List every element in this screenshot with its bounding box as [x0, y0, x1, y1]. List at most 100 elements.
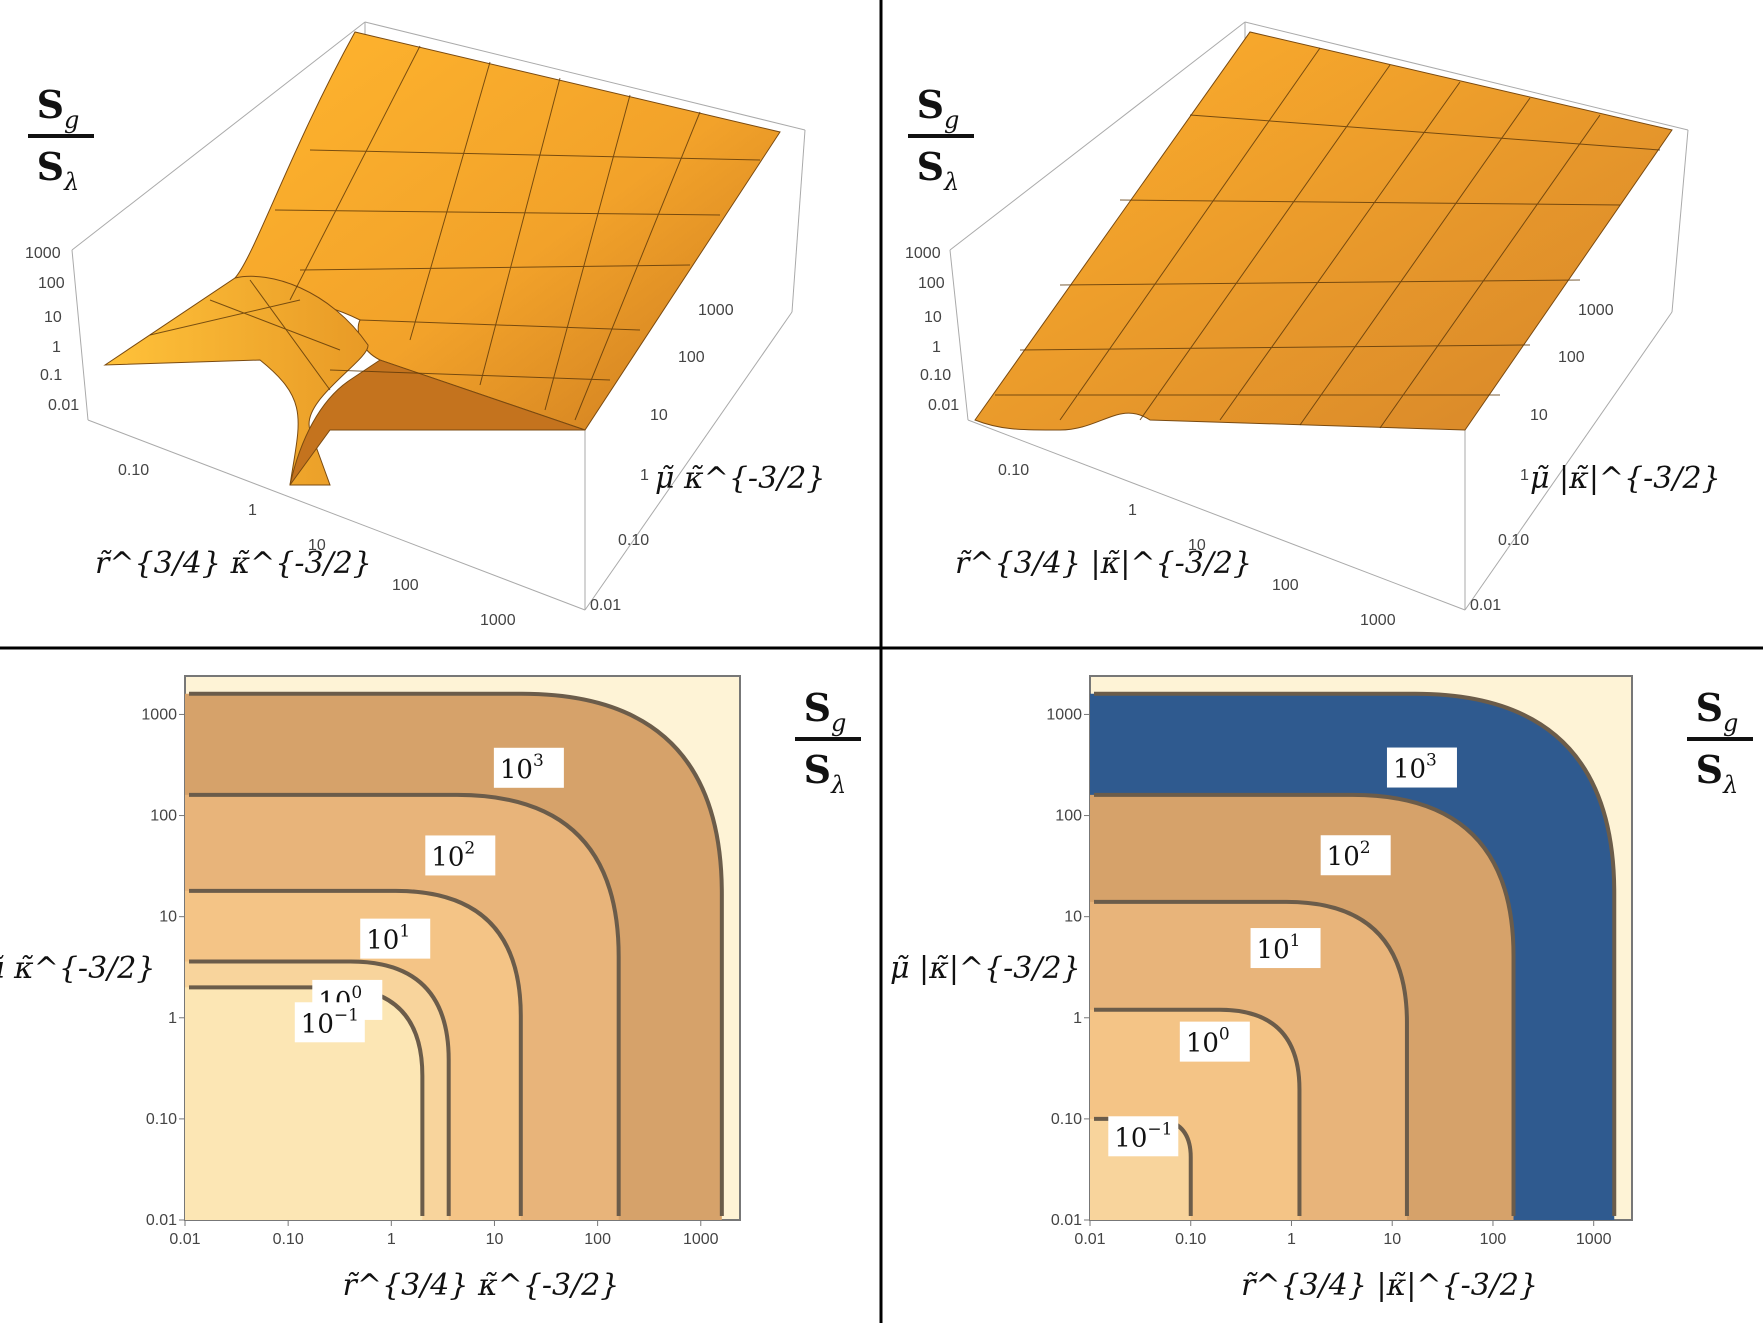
- contour-line: [189, 792, 621, 1216]
- surface-sheet: [974, 31, 1673, 431]
- y-tick-label: 10: [650, 407, 668, 424]
- z-tick-labels: 0.01 0.10 1 10 100 1000: [905, 245, 959, 414]
- surface-mesh: [149, 45, 761, 421]
- y-tick-label: 100: [150, 808, 177, 825]
- y-tick-label: 1000: [698, 302, 734, 319]
- y-tick-label: 100: [1055, 808, 1082, 825]
- bounding-box: [949, 21, 1689, 611]
- y-tick-label: 1: [1520, 467, 1529, 484]
- x-tick-label: 0.10: [1175, 1231, 1206, 1248]
- y-axis-label: μ̃ κ̃^{-3/2}: [0, 951, 155, 986]
- z-label-denominator: Sλ: [37, 144, 80, 196]
- y-axis-label: μ̃ |κ̃|^{-3/2}: [1530, 461, 1721, 496]
- y-tick-label: 10: [159, 909, 177, 926]
- z-axis-label: Sg Sλ: [28, 82, 94, 196]
- contour-label-box: [493, 747, 564, 788]
- x-axis-label: r̃^{3/4} κ̃^{-3/2}: [95, 546, 372, 581]
- y-tick-label: 10: [1530, 407, 1548, 424]
- x-tick-label: 10: [486, 1231, 504, 1248]
- z-tick-label: 1000: [25, 245, 61, 262]
- x-tick-label: 0.01: [1074, 1231, 1105, 1248]
- contour-line: [1094, 1007, 1302, 1216]
- y-axis-label: μ̃ |κ̃|^{-3/2}: [890, 951, 1081, 986]
- x-tick-label: 100: [1272, 577, 1299, 594]
- x-tick-label: 0.10: [998, 462, 1029, 479]
- z-label-numerator: Sg: [1696, 685, 1739, 737]
- z-tick-label: 100: [38, 275, 65, 292]
- contour-line: [189, 691, 724, 1216]
- x-tick-label: 0.10: [118, 462, 149, 479]
- x-axis-label: r̃^{3/4} κ̃^{-3/2}: [343, 1268, 620, 1303]
- y-tick-label: 0.10: [618, 532, 649, 549]
- y-tick-label: 10: [1064, 909, 1082, 926]
- contour-line: [189, 888, 523, 1216]
- x-tick-label: 100: [584, 1231, 611, 1248]
- z-tick-label: 10: [924, 309, 942, 326]
- z-tick-label: 0.1: [40, 367, 62, 384]
- z-tick-label: 10: [44, 309, 62, 326]
- y-tick-label: 100: [1558, 349, 1585, 366]
- contour-label-box: [1179, 1021, 1250, 1062]
- contour-label-box: [1250, 928, 1321, 969]
- y-tick-labels: 0.01 0.10 1 10 100 1000: [1470, 302, 1614, 614]
- z-label-denominator: Sλ: [804, 747, 847, 799]
- y-tick-label: 1: [1073, 1010, 1082, 1027]
- y-tick-label: 1: [640, 467, 649, 484]
- z-tick-label: 1: [52, 339, 61, 356]
- z-tick-label: 0.01: [48, 397, 79, 414]
- contour-label-box: [294, 1002, 365, 1043]
- z-tick-label: 100: [918, 275, 945, 292]
- y-tick-label: 1000: [1046, 706, 1082, 723]
- x-tick-label: 1000: [683, 1231, 719, 1248]
- y-tick-label: 1000: [1578, 302, 1614, 319]
- contour-label-box: [360, 918, 431, 959]
- surface-mesh: [995, 47, 1661, 429]
- y-tick-label: 0.10: [1498, 532, 1529, 549]
- y-tick-label: 100: [678, 349, 705, 366]
- contour-line: [1094, 899, 1409, 1216]
- y-tick-label: 0.01: [590, 597, 621, 614]
- contour-label-box: [425, 835, 496, 876]
- bounding-box: [71, 21, 806, 611]
- z-tick-labels: 0.01 0.1 1 10 100 1000: [25, 245, 79, 414]
- z-label-numerator: Sg: [804, 685, 847, 737]
- contour-line: [1094, 792, 1516, 1216]
- x-tick-label: 0.10: [273, 1231, 304, 1248]
- y-tick-label: 0.10: [1051, 1111, 1082, 1128]
- surface-ridge: [289, 359, 586, 486]
- z-tick-label: 1: [932, 339, 941, 356]
- z-tick-label: 0.10: [920, 367, 951, 384]
- z-label-denominator: Sλ: [917, 144, 960, 196]
- x-tick-label: 1000: [1360, 612, 1396, 629]
- contour-line: [189, 959, 451, 1216]
- x-tick-label: 1: [387, 1231, 396, 1248]
- contour-label-box: [1320, 835, 1391, 876]
- z-label-numerator: Sg: [37, 82, 80, 134]
- y-tick-label: 0.01: [146, 1212, 177, 1229]
- x-tick-label: 100: [392, 577, 419, 594]
- x-tick-label: 0.01: [169, 1231, 200, 1248]
- x-tick-label: 10: [1188, 537, 1206, 554]
- contour-label-box: [1108, 1116, 1179, 1157]
- z-label-numerator: Sg: [917, 82, 960, 134]
- x-tick-labels: 0.10 1 10 100 1000: [998, 462, 1396, 629]
- z-tick-label: 0.01: [928, 397, 959, 414]
- x-tick-labels: 0.10 1 10 100 1000: [118, 462, 516, 629]
- x-axis-label: r̃^{3/4} |κ̃|^{-3/2}: [1241, 1268, 1538, 1303]
- x-tick-label: 1000: [480, 612, 516, 629]
- x-tick-label: 1: [1287, 1231, 1296, 1248]
- contour-label-box: [1386, 747, 1457, 788]
- z-label-denominator: Sλ: [1696, 747, 1739, 799]
- z-tick-label: 1000: [905, 245, 941, 262]
- y-tick-labels: 0.01 0.10 1 10 100 1000: [590, 302, 734, 614]
- x-tick-label: 1000: [1576, 1231, 1612, 1248]
- y-tick-label: 0.01: [1470, 597, 1501, 614]
- y-tick-label: 0.10: [146, 1111, 177, 1128]
- x-tick-label: 10: [308, 537, 326, 554]
- x-axis-label: r̃^{3/4} |κ̃|^{-3/2}: [955, 546, 1252, 581]
- z-axis-label: Sg Sλ: [908, 82, 974, 196]
